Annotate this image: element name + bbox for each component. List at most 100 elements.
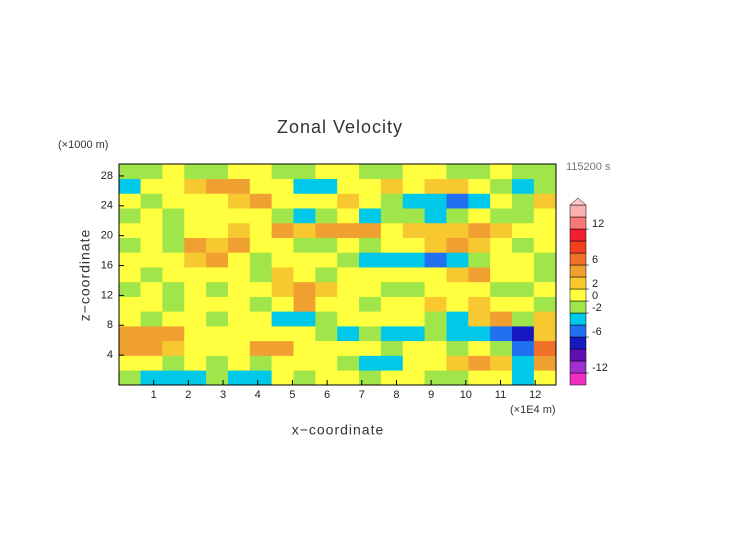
field-cell <box>118 296 142 312</box>
x-tick-label: 5 <box>289 389 295 401</box>
field-cell <box>468 193 491 209</box>
field-cell <box>227 311 251 327</box>
x-tick-label: 7 <box>359 389 365 401</box>
field-cell <box>533 340 557 356</box>
field-cell <box>533 237 557 253</box>
field-cell <box>184 340 207 356</box>
field-cell <box>249 207 273 224</box>
field-cell <box>337 296 360 312</box>
field-cell <box>140 340 164 356</box>
field-cell <box>118 252 142 268</box>
field-cell <box>249 355 273 371</box>
field-cell <box>380 222 404 238</box>
x-tick-label: 10 <box>460 389 472 401</box>
field-cell <box>249 178 273 194</box>
field-cell <box>140 311 164 327</box>
field-cell <box>206 296 229 312</box>
field-cell <box>446 178 469 194</box>
field-cell <box>140 281 164 297</box>
field-cell <box>402 237 426 253</box>
field-cell <box>380 237 404 253</box>
colorbar-tick-label: 12 <box>592 218 604 230</box>
field-cell <box>162 325 185 342</box>
x-tick-label: 4 <box>255 389 261 401</box>
field-cell <box>293 252 316 268</box>
field-cell <box>140 207 164 224</box>
field-cell <box>162 296 185 312</box>
field-cell <box>424 281 448 297</box>
field-cell <box>468 281 491 297</box>
field-cell <box>140 355 164 371</box>
field-cell <box>162 178 185 194</box>
field-cell <box>249 163 273 180</box>
field-cell <box>293 266 316 283</box>
field-cell <box>490 193 513 209</box>
field-cell <box>468 325 491 342</box>
field-cell <box>140 296 164 312</box>
field-cell <box>359 252 382 268</box>
field-cell <box>206 355 229 371</box>
x-axis-label: x−coordinate <box>292 422 385 438</box>
field-cell <box>511 266 535 283</box>
field-cell <box>402 311 426 327</box>
field-cell <box>184 178 207 194</box>
field-cell <box>249 325 273 342</box>
field-cell <box>490 222 513 238</box>
y-tick-label: 8 <box>107 319 113 331</box>
field-cell <box>315 369 338 386</box>
x-tick-label: 2 <box>185 389 191 401</box>
field-cell <box>511 296 535 312</box>
colorbar-box <box>569 300 587 314</box>
field-cell <box>359 207 382 224</box>
field-cell <box>380 340 404 356</box>
field-cell <box>227 163 251 180</box>
field-cell <box>271 222 295 238</box>
field-cell <box>511 325 535 342</box>
field-cell <box>271 163 295 180</box>
colorbar-tick-label: -12 <box>592 362 608 374</box>
field-cell <box>490 163 513 180</box>
field-cell <box>490 296 513 312</box>
field-cell <box>184 207 207 224</box>
field-cell <box>359 340 382 356</box>
x-tick-label: 12 <box>529 389 541 401</box>
field-cell <box>511 355 535 371</box>
field-cell <box>402 178 426 194</box>
field-cell <box>271 266 295 283</box>
field-cell <box>402 252 426 268</box>
field-cell <box>402 222 426 238</box>
field-cell <box>140 178 164 194</box>
field-cell <box>533 163 557 180</box>
field-cell <box>249 266 273 283</box>
field-cell <box>315 222 338 238</box>
field-cell <box>359 193 382 209</box>
field-cell <box>315 237 338 253</box>
field-cell <box>359 178 382 194</box>
field-cell <box>380 252 404 268</box>
colorbar-tick-label: -2 <box>592 302 602 314</box>
field-cell <box>227 296 251 312</box>
field-cell <box>511 178 535 194</box>
field-cell <box>184 369 207 386</box>
field-cell <box>337 207 360 224</box>
field-cell <box>315 178 338 194</box>
field-cell <box>118 355 142 371</box>
field-cell <box>140 193 164 209</box>
field-cell <box>424 222 448 238</box>
field-cell <box>511 237 535 253</box>
field-cell <box>140 266 164 283</box>
field-cell <box>511 163 535 180</box>
colorbar-box <box>569 264 587 278</box>
colorbar-box <box>569 360 587 374</box>
field-cell <box>293 193 316 209</box>
field-cell <box>402 193 426 209</box>
field-cell <box>140 163 164 180</box>
field-cell <box>490 311 513 327</box>
field-cell <box>249 252 273 268</box>
field-cell <box>490 178 513 194</box>
field-cell <box>162 207 185 224</box>
field-cell <box>162 281 185 297</box>
field-cell <box>271 193 295 209</box>
field-cell <box>490 281 513 297</box>
